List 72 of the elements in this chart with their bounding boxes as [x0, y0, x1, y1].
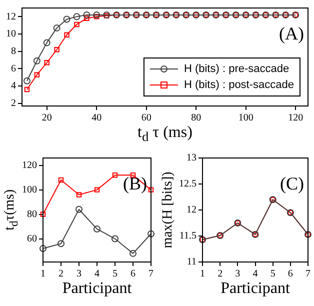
legend-label: H (bits) : post-saccade [184, 79, 294, 92]
x-tick-label: 6 [288, 268, 293, 280]
point [34, 72, 40, 78]
x-tick-label: 2 [58, 268, 64, 280]
y-tick-label: 10 [6, 28, 16, 40]
point [76, 192, 82, 198]
x-tick-label: 40 [92, 112, 102, 124]
x-tick-label: 6 [130, 268, 136, 280]
point [23, 77, 30, 84]
x-tick-label: 100 [238, 112, 254, 124]
y-tick-label: 60 [27, 233, 37, 244]
point [148, 230, 154, 238]
x-tick-label: 5 [112, 268, 118, 280]
x-axis-title: Participant [220, 280, 291, 298]
y-tick-label: 11.5 [179, 230, 196, 242]
x-tick-label: 3 [235, 268, 240, 280]
point [54, 47, 60, 52]
point [63, 16, 70, 23]
point [40, 212, 46, 217]
y-tick-label: 80 [27, 208, 37, 220]
point [93, 11, 100, 18]
x-tick-label: 1 [200, 268, 205, 280]
x-tick-label: 5 [270, 268, 276, 280]
y-tick-label: 12 [186, 204, 196, 216]
point [33, 57, 40, 64]
y-tick-label: 4 [11, 80, 16, 92]
y-tick-label: 13 [186, 152, 196, 164]
y-tick-label: 2 [11, 98, 16, 110]
point [130, 250, 136, 257]
point [84, 16, 90, 22]
point [73, 13, 80, 20]
annotation: (A) [279, 24, 304, 44]
point [58, 177, 64, 183]
annotation: (B) [123, 174, 147, 194]
x-tick-label: 7 [148, 268, 154, 280]
point [58, 240, 64, 248]
x-tick-label: 4 [252, 268, 258, 280]
point [40, 245, 46, 252]
y-tick-label: 8 [11, 46, 16, 57]
x-tick-label: 7 [306, 268, 310, 280]
point [64, 32, 70, 38]
point [112, 172, 118, 178]
x-tick-label: 3 [76, 268, 82, 280]
point [76, 206, 82, 213]
point [94, 225, 100, 232]
x-tick-label: 4 [94, 268, 100, 280]
y-tick-label: 12 [6, 11, 16, 22]
x-tick-label: 20 [42, 112, 52, 124]
point [53, 24, 60, 32]
point [44, 60, 50, 66]
annotation: (C) [280, 174, 304, 194]
y-axis-title: max(H [bits]) [160, 172, 176, 248]
legend-label: H (bits) : pre-saccade [184, 63, 290, 76]
point [94, 14, 100, 20]
y-tick-label: 12.5 [179, 178, 196, 190]
x-axis-title: Participant [61, 280, 133, 298]
y-tick-label: 6 [11, 63, 16, 74]
y-tick-label: 120 [22, 160, 37, 171]
point [24, 86, 30, 92]
y-tick-label: 100 [22, 184, 37, 196]
x-tick-label: 1 [40, 268, 46, 280]
x-axis-title: t$_{d}$ τ (ms) [136, 124, 194, 146]
point [74, 22, 80, 28]
x-tick-label: 120 [288, 112, 304, 124]
x-tick-label: 60 [141, 112, 152, 124]
x-tick-label: 2 [218, 268, 223, 280]
point [83, 11, 90, 18]
point [43, 39, 50, 46]
point [112, 235, 118, 242]
y-tick-label: 11 [186, 256, 196, 268]
point [148, 187, 154, 192]
point [94, 187, 100, 192]
